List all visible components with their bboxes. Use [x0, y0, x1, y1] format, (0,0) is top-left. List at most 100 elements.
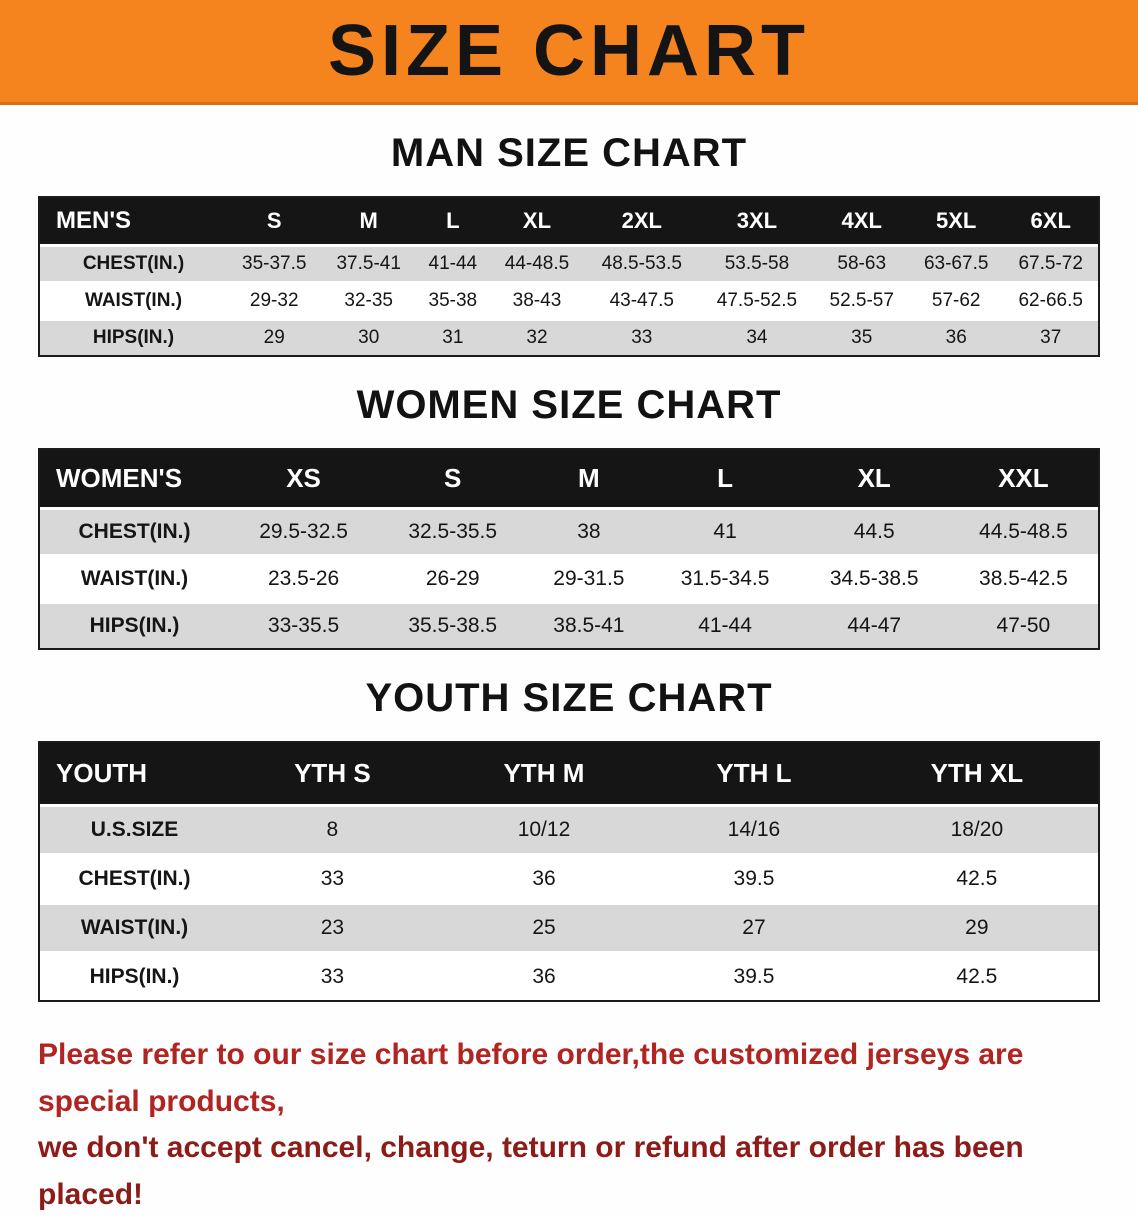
size-header-cell: M: [527, 450, 651, 507]
value-cell: 39.5: [652, 951, 856, 1000]
table-header-row: MEN'S S M L XL 2XL 3XL 4XL 5XL 6XL: [40, 198, 1098, 244]
value-cell: 34: [699, 318, 815, 355]
value-cell: 36: [435, 951, 653, 1000]
value-cell: 23: [229, 902, 436, 951]
section-women: WOMEN SIZE CHART WOMEN'S XS S M L XL XXL CHEST(…: [0, 383, 1138, 650]
size-header-cell: YTH M: [435, 743, 653, 804]
table-title-cell: MEN'S: [40, 198, 227, 244]
row-label-cell: WAIST(IN.): [40, 281, 227, 318]
size-header-cell: YTH XL: [855, 743, 1098, 804]
value-cell: 25: [435, 902, 653, 951]
value-cell: 67.5-72: [1003, 244, 1098, 281]
value-cell: 35: [814, 318, 909, 355]
size-header-cell: M: [321, 198, 416, 244]
value-cell: 14/16: [652, 804, 856, 853]
value-cell: 57-62: [908, 281, 1004, 318]
women-section-heading: WOMEN SIZE CHART: [356, 383, 782, 427]
disclaimer-note: Please refer to our size chart before or…: [38, 1032, 1100, 1218]
value-cell: 10/12: [435, 804, 653, 853]
table-row: U.S.SIZE 8 10/12 14/16 18/20: [40, 804, 1098, 853]
value-cell: 23.5-26: [229, 554, 379, 601]
value-cell: 41-44: [650, 601, 800, 648]
row-label-cell: CHEST(IN.): [40, 244, 227, 281]
table-row: HIPS(IN.) 33 36 39.5 42.5: [40, 951, 1098, 1000]
table-row: CHEST(IN.) 33 36 39.5 42.5: [40, 853, 1098, 902]
size-header-cell: 4XL: [814, 198, 909, 244]
value-cell: 39.5: [652, 853, 856, 902]
row-label-cell: HIPS(IN.): [40, 318, 227, 355]
men-size-table: MEN'S S M L XL 2XL 3XL 4XL 5XL 6XL CHEST(IN.) 35-37…: [38, 196, 1100, 357]
table-header-row: YOUTH YTH S YTH M YTH L YTH XL: [40, 743, 1098, 804]
size-header-cell: XL: [799, 450, 949, 507]
value-cell: 37: [1003, 318, 1098, 355]
row-label-cell: U.S.SIZE: [40, 804, 229, 853]
size-header-cell: XS: [229, 450, 379, 507]
value-cell: 34.5-38.5: [799, 554, 949, 601]
women-size-table: WOMEN'S XS S M L XL XXL CHEST(IN.) 29.5-32.5 32.5…: [38, 448, 1100, 650]
value-cell: 63-67.5: [908, 244, 1004, 281]
value-cell: 29: [855, 902, 1098, 951]
value-cell: 8: [229, 804, 436, 853]
value-cell: 30: [321, 318, 416, 355]
row-label-cell: CHEST(IN.): [40, 507, 229, 554]
banner: SIZE CHART: [0, 0, 1138, 105]
size-header-cell: XXL: [948, 450, 1098, 507]
row-label-cell: WAIST(IN.): [40, 902, 229, 951]
value-cell: 36: [908, 318, 1004, 355]
value-cell: 27: [652, 902, 856, 951]
page-title: SIZE CHART: [328, 11, 810, 91]
value-cell: 35-37.5: [227, 244, 322, 281]
value-cell: 31: [415, 318, 490, 355]
value-cell: 29.5-32.5: [229, 507, 379, 554]
size-header-cell: 6XL: [1003, 198, 1098, 244]
value-cell: 43-47.5: [584, 281, 700, 318]
value-cell: 44.5: [799, 507, 949, 554]
value-cell: 38.5-42.5: [948, 554, 1098, 601]
value-cell: 29: [227, 318, 322, 355]
value-cell: 35.5-38.5: [378, 601, 528, 648]
size-header-cell: 2XL: [584, 198, 700, 244]
table-row: HIPS(IN.) 33-35.5 35.5-38.5 38.5-41 41-44 44-…: [40, 601, 1098, 648]
value-cell: 44-48.5: [489, 244, 585, 281]
size-header-cell: YTH L: [652, 743, 856, 804]
men-section-heading: MAN SIZE CHART: [390, 131, 748, 175]
table-row: CHEST(IN.) 35-37.5 37.5-41 41-44 44-48.5 48.5…: [40, 244, 1098, 281]
table-row: WAIST(IN.) 29-32 32-35 35-38 38-43 43-47.5 47.…: [40, 281, 1098, 318]
value-cell: 48.5-53.5: [584, 244, 700, 281]
table-title-cell: YOUTH: [40, 743, 229, 804]
table-title-cell: WOMEN'S: [40, 450, 229, 507]
value-cell: 33: [229, 951, 436, 1000]
value-cell: 33: [229, 853, 436, 902]
size-header-cell: S: [227, 198, 322, 244]
value-cell: 31.5-34.5: [650, 554, 800, 601]
size-header-cell: 5XL: [908, 198, 1004, 244]
value-cell: 26-29: [378, 554, 528, 601]
value-cell: 38.5-41: [527, 601, 651, 648]
value-cell: 58-63: [814, 244, 909, 281]
value-cell: 33: [584, 318, 700, 355]
value-cell: 47.5-52.5: [699, 281, 815, 318]
value-cell: 47-50: [948, 601, 1098, 648]
value-cell: 37.5-41: [321, 244, 416, 281]
disclaimer-line-2: we don't accept cancel, change, teturn o…: [38, 1131, 1024, 1211]
row-label-cell: HIPS(IN.): [40, 951, 229, 1000]
section-men: MAN SIZE CHART MEN'S S M L XL 2XL 3XL 4XL 5XL 6XL…: [0, 131, 1138, 357]
value-cell: 41-44: [415, 244, 490, 281]
value-cell: 62-66.5: [1003, 281, 1098, 318]
size-header-cell: 3XL: [699, 198, 815, 244]
value-cell: 53.5-58: [699, 244, 815, 281]
value-cell: 32.5-35.5: [378, 507, 528, 554]
value-cell: 42.5: [855, 853, 1098, 902]
value-cell: 32: [489, 318, 585, 355]
value-cell: 32-35: [321, 281, 416, 318]
size-header-cell: L: [415, 198, 490, 244]
size-header-cell: XL: [489, 198, 585, 244]
table-row: HIPS(IN.) 29 30 31 32 33 34 35 36 37: [40, 318, 1098, 355]
value-cell: 35-38: [415, 281, 490, 318]
row-label-cell: WAIST(IN.): [40, 554, 229, 601]
value-cell: 41: [650, 507, 800, 554]
disclaimer-line-1: Please refer to our size chart before or…: [38, 1038, 1024, 1118]
table-header-row: WOMEN'S XS S M L XL XXL: [40, 450, 1098, 507]
table-row: WAIST(IN.) 23.5-26 26-29 29-31.5 31.5-34.5 34…: [40, 554, 1098, 601]
